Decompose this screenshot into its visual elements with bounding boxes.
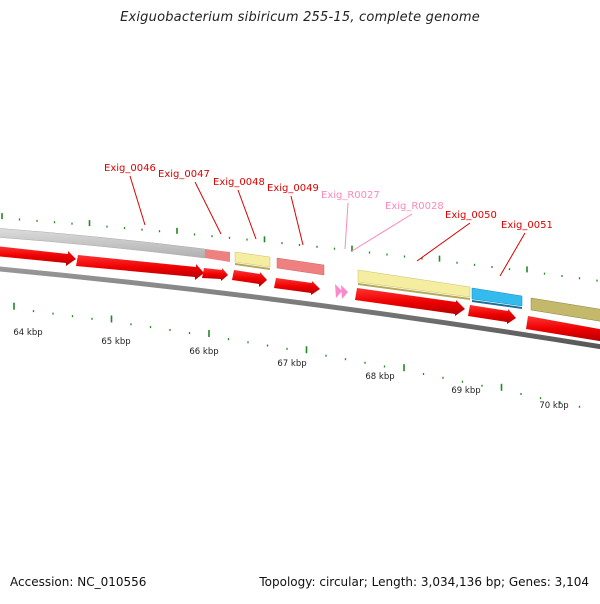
feature-label-leaders: [129, 175, 526, 277]
arrow-exig-0051[interactable]: [468, 305, 516, 324]
feature-exig-0050-bar[interactable]: [357, 269, 471, 298]
feature-exig-0047-bar[interactable]: [205, 249, 230, 262]
feature-label-exig-r0028[interactable]: Exig_R0028: [385, 201, 444, 212]
leader-exig-r0028: [351, 213, 413, 252]
ruler-label-64kbp: 64 kbp: [13, 328, 42, 338]
feature-exig-0051-underline: [472, 300, 522, 309]
feature-label-exig-0047[interactable]: Exig_0047: [158, 169, 210, 180]
trna-exig-r0028[interactable]: [341, 285, 348, 299]
feature-exig-0048-underline: [235, 263, 270, 270]
arrow-exig-0047[interactable]: [202, 268, 228, 281]
arrow-exig-0049[interactable]: [274, 278, 320, 295]
leader-exig-r0027: [344, 202, 349, 250]
feature-label-exig-r0027[interactable]: Exig_R0027: [321, 190, 380, 201]
arrow-exig-0045[interactable]: [0, 246, 76, 266]
feature-exig-0050-underline: [358, 283, 470, 300]
leader-exig-0047: [194, 181, 222, 235]
leader-exig-0049: [290, 195, 304, 246]
leader-exig-0046: [129, 175, 146, 226]
feature-labels: Exig_0046Exig_0047Exig_0048Exig_0049Exig…: [104, 163, 553, 231]
genome-backbone: [0, 266, 600, 350]
ruler-ticks: [1, 213, 598, 408]
feature-label-exig-0048[interactable]: Exig_0048: [213, 177, 265, 188]
map-title: Exiguobacterium sibiricum 255-15, comple…: [120, 10, 480, 25]
feature-label-exig-0051[interactable]: Exig_0051: [501, 220, 553, 231]
accession-label: Accession: NC_010556: [10, 575, 147, 589]
feature-exig-0049-bar[interactable]: [276, 257, 325, 276]
arrow-exig-0050[interactable]: [355, 288, 465, 316]
feature-exig-0048-bar[interactable]: [234, 251, 271, 268]
feature-track: [0, 228, 600, 322]
trna-exig-r0027[interactable]: [335, 284, 342, 298]
ruler-label-68kbp: 68 kbp: [365, 372, 394, 382]
feature-next-bar[interactable]: [530, 297, 600, 322]
leader-exig-0050: [416, 222, 471, 262]
ruler-label-66kbp: 66 kbp: [189, 347, 218, 357]
leader-exig-0048: [237, 189, 257, 240]
arrow-exig-0046[interactable]: [76, 255, 204, 280]
ruler-label-65kbp: 65 kbp: [101, 337, 130, 347]
feature-label-exig-0046[interactable]: Exig_0046: [104, 163, 156, 174]
arrow-exig-0048[interactable]: [232, 270, 267, 287]
feature-exig-0051-bar[interactable]: [471, 287, 523, 307]
ruler-label-70kbp: 70 kbp: [539, 401, 568, 411]
feature-label-exig-0050[interactable]: Exig_0050: [445, 210, 497, 221]
ruler-label-69kbp: 69 kbp: [451, 386, 480, 396]
genome-summary-label: Topology: circular; Length: 3,034,136 bp…: [259, 575, 589, 589]
ruler-labels: 64 kbp 65 kbp 66 kbp 67 kbp 68 kbp 69 kbp 70 k…: [13, 328, 568, 411]
arrow-next[interactable]: [526, 316, 600, 342]
forward-strand-track: [0, 246, 600, 342]
leader-exig-0051: [499, 232, 526, 277]
ruler-label-67kbp: 67 kbp: [277, 359, 306, 369]
feature-label-exig-0049[interactable]: Exig_0049: [267, 183, 319, 194]
